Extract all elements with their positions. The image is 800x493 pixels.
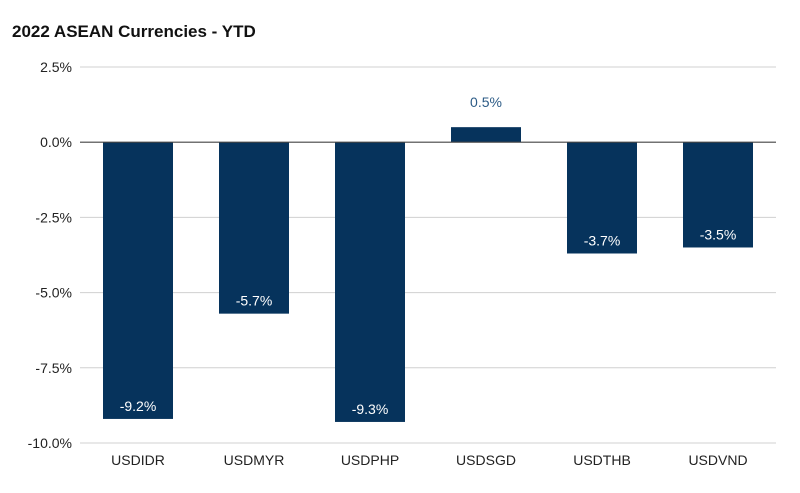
bar <box>683 142 753 248</box>
data-label: 0.5% <box>470 94 502 110</box>
data-label: -5.7% <box>236 293 273 309</box>
data-label: -3.7% <box>584 232 621 248</box>
bar <box>567 142 637 254</box>
y-tick-label: 2.5% <box>40 59 72 75</box>
y-tick-label: -7.5% <box>35 360 72 376</box>
bar <box>335 142 405 422</box>
bar <box>451 127 521 143</box>
bar <box>103 142 173 419</box>
x-tick-label: USDPHP <box>341 452 399 468</box>
x-tick-label: USDSGD <box>456 452 516 468</box>
data-label: -9.3% <box>352 401 389 417</box>
y-tick-label: -10.0% <box>28 435 72 451</box>
bar <box>219 142 289 314</box>
y-tick-label: 0.0% <box>40 134 72 150</box>
chart-title: 2022 ASEAN Currencies - YTD <box>12 22 256 41</box>
y-tick-label: -2.5% <box>35 209 72 225</box>
data-label: -3.5% <box>700 226 737 242</box>
x-tick-label: USDIDR <box>111 452 165 468</box>
y-tick-label: -5.0% <box>35 285 72 301</box>
data-label: -9.2% <box>120 398 157 414</box>
x-tick-label: USDVND <box>688 452 747 468</box>
x-tick-label: USDTHB <box>573 452 631 468</box>
x-tick-label: USDMYR <box>224 452 285 468</box>
